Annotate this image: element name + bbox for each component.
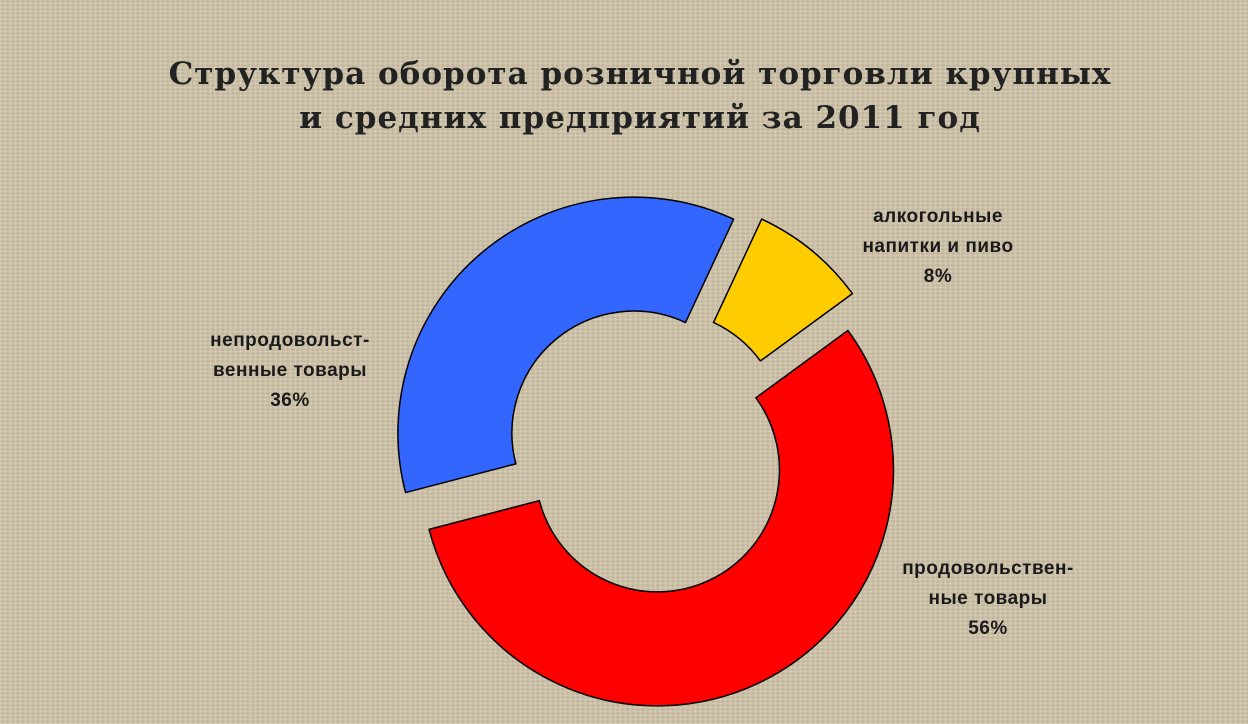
slice-label-alcohol: алкогольные напитки и пиво 8%	[820, 202, 1056, 292]
slice-label-food-line-1: продовольствен-	[902, 558, 1074, 579]
slice-label-nonfood-line-1: непродовольст-	[210, 330, 370, 351]
slice-label-alcohol-line-2: напитки и пиво	[862, 236, 1014, 257]
slice-label-food: продовольствен- ные товары 56%	[860, 554, 1116, 644]
slice-label-food-line-2: ные товары	[928, 588, 1048, 609]
donut-slice-food	[428, 329, 895, 707]
slice-label-alcohol-percent: 8%	[923, 266, 953, 287]
donut-slice-nonfood	[397, 196, 735, 494]
donut-slice-alcohol	[712, 218, 854, 362]
slice-label-nonfood: непродовольст- венные товары 36%	[165, 326, 415, 416]
slice-label-alcohol-line-1: алкогольные	[873, 206, 1003, 227]
chart-title: Структура оборота розничной торговли кру…	[168, 56, 1112, 136]
slice-label-nonfood-line-2: венные товары	[212, 360, 367, 381]
slice-label-food-percent: 56%	[968, 618, 1008, 639]
slice-label-nonfood-percent: 36%	[270, 390, 310, 411]
